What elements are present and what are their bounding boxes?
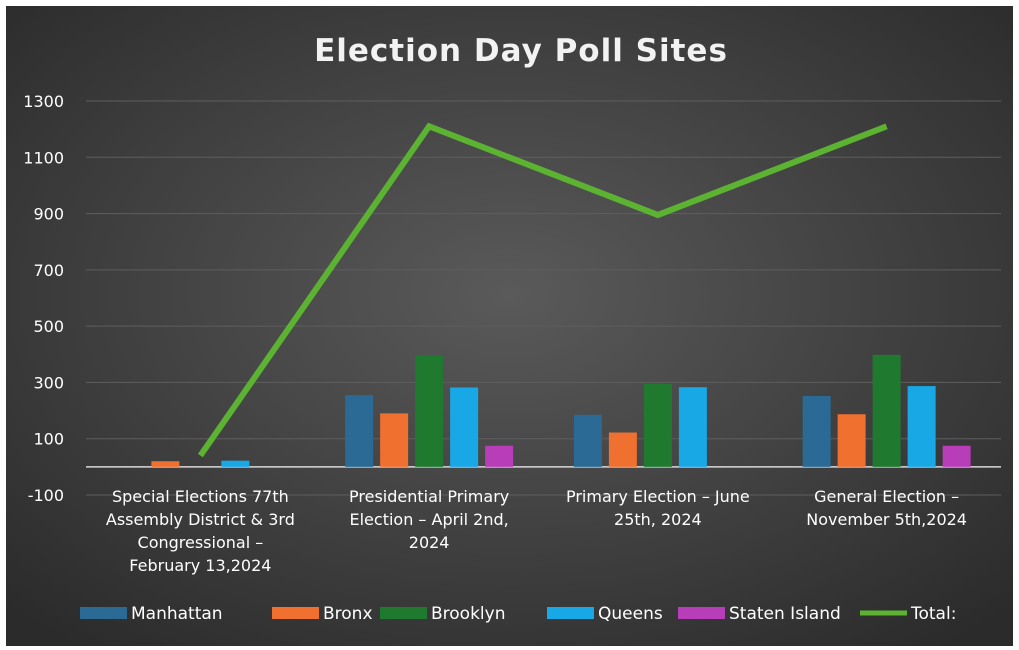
legend-swatch bbox=[547, 607, 594, 619]
bar-manhattan bbox=[345, 395, 374, 467]
legend-swatch bbox=[380, 607, 427, 619]
y-tick-label: 300 bbox=[33, 373, 64, 392]
bar-bronx bbox=[151, 461, 180, 467]
bar-brooklyn bbox=[643, 383, 672, 467]
y-tick-label: 100 bbox=[33, 430, 64, 449]
y-tick-label: 700 bbox=[33, 261, 64, 280]
bar-brooklyn bbox=[872, 354, 901, 467]
bar-bronx bbox=[608, 432, 637, 467]
bar-staten-island bbox=[942, 445, 971, 467]
y-tick-label: 500 bbox=[33, 317, 64, 336]
chart-svg: Election Day Poll Sites -100 100 300 500 700… bbox=[6, 6, 1013, 646]
bar-manhattan bbox=[802, 395, 831, 467]
chart-title: Election Day Poll Sites bbox=[314, 33, 728, 69]
bar-queens bbox=[221, 460, 250, 467]
x-category-label: Primary Election – June 25th, 2024 bbox=[566, 487, 750, 529]
bar-bronx bbox=[837, 414, 866, 467]
y-tick-label: 1300 bbox=[23, 92, 64, 111]
bar-staten-island bbox=[485, 445, 514, 467]
legend-swatch bbox=[80, 607, 127, 619]
line-total bbox=[197, 122, 888, 458]
x-category-label: General Election – November 5th,2024 bbox=[806, 487, 967, 529]
y-tick-label: -100 bbox=[28, 486, 64, 505]
legend-label: Manhattan bbox=[131, 604, 223, 624]
bar-queens bbox=[678, 387, 707, 467]
legend-swatch bbox=[272, 607, 319, 619]
legend-label: Queens bbox=[598, 604, 663, 624]
bar-brooklyn bbox=[415, 355, 444, 467]
x-category-label: Presidential Primary Election – April 2nd… bbox=[349, 487, 509, 552]
legend-label: Staten Island bbox=[729, 604, 841, 624]
legend-swatch bbox=[678, 607, 725, 619]
bar-manhattan bbox=[573, 414, 602, 467]
chart-container: Election Day Poll Sites -100 100 300 500 700… bbox=[6, 6, 1013, 646]
y-tick-label: 1100 bbox=[23, 148, 64, 167]
legend-label: Brooklyn bbox=[431, 604, 505, 624]
bar-queens bbox=[907, 386, 936, 467]
legend-label: Total: bbox=[910, 604, 956, 624]
bar-queens bbox=[450, 387, 479, 467]
legend-label: Bronx bbox=[323, 604, 373, 624]
x-category-label: Special Elections 77th Assembly District … bbox=[106, 487, 295, 575]
y-tick-label: 900 bbox=[33, 205, 64, 224]
bar-bronx bbox=[380, 413, 409, 467]
